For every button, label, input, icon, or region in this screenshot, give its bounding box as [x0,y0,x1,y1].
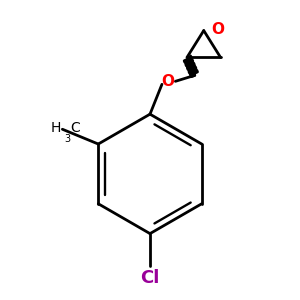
Text: O: O [211,22,224,37]
Text: 3: 3 [64,134,70,144]
Text: H: H [50,121,61,135]
Text: C: C [70,121,80,135]
Text: Cl: Cl [140,269,160,287]
Text: O: O [161,74,174,89]
